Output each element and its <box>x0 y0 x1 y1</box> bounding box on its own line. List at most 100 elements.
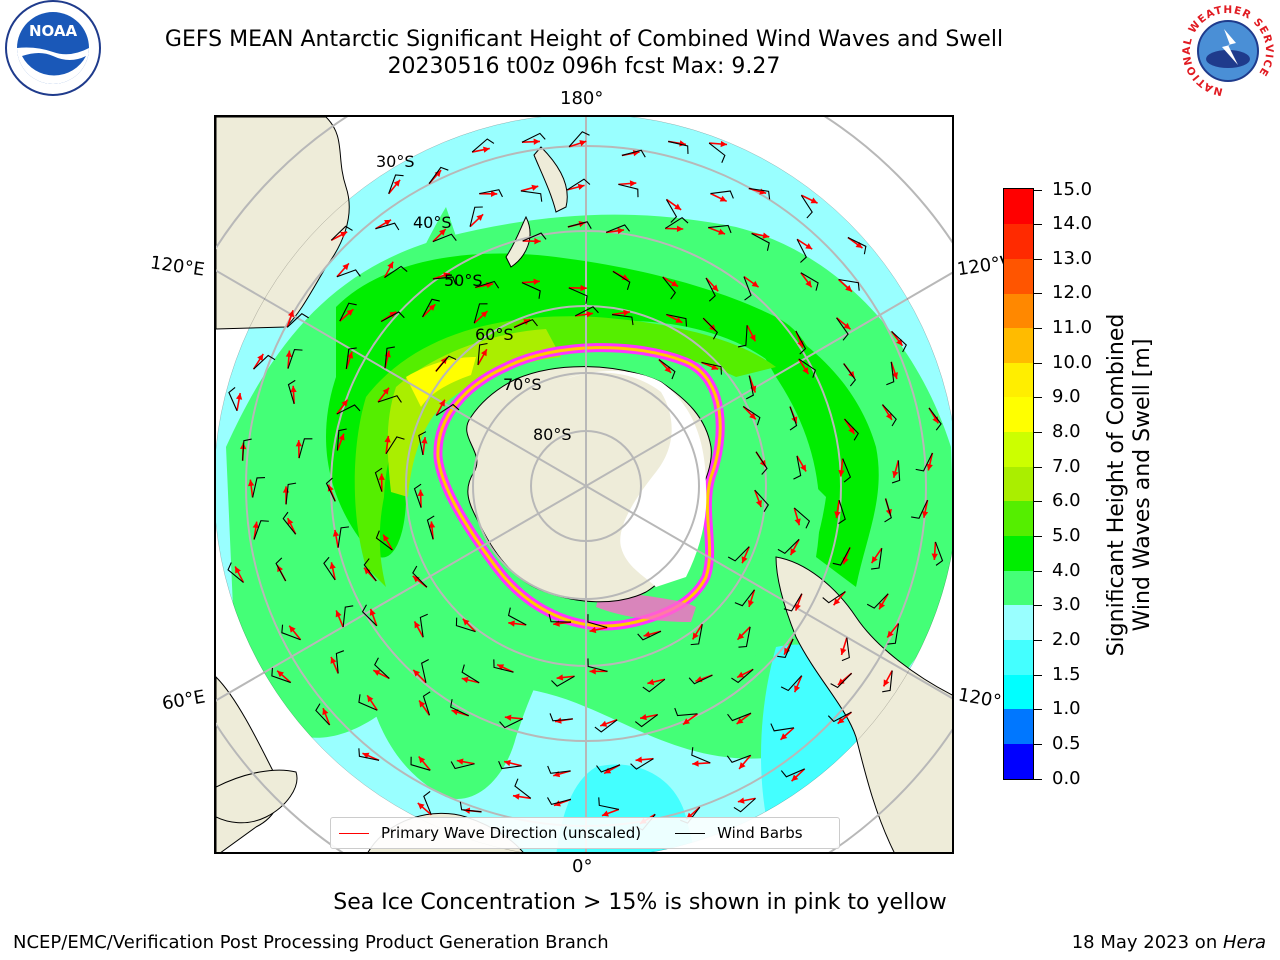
wave-direction-arrowhead <box>252 521 259 529</box>
wave-direction-arrowhead <box>737 797 745 804</box>
wave-direction-arrowhead <box>247 479 255 487</box>
wind-barb <box>731 668 754 684</box>
wave-direction-arrowhead <box>762 232 770 239</box>
wind-barb <box>871 548 883 570</box>
footer-date: 18 May 2023 on Hera <box>1072 932 1266 953</box>
wave-direction-arrowhead <box>692 632 699 640</box>
wind-barb <box>748 187 771 200</box>
wave-direction-arrowhead <box>711 284 719 292</box>
wind-barb <box>298 438 313 459</box>
wind-barb <box>461 664 480 684</box>
wave-direction-arrowhead <box>413 669 420 677</box>
wave-direction-arrowhead <box>838 469 845 477</box>
wave-direction-arrowhead <box>443 272 451 279</box>
wind-barb <box>795 330 807 355</box>
wind-barb <box>410 756 431 771</box>
wind-barb <box>471 138 495 153</box>
wind-barb <box>385 436 405 455</box>
colorbar-tick <box>1034 501 1042 503</box>
wind-barb <box>287 379 296 404</box>
wave-direction-arrowhead <box>794 603 801 611</box>
south-america-landmass <box>775 556 952 852</box>
lat-label-30s: 30°S <box>376 152 415 171</box>
wave-direction-arrowhead <box>749 334 756 342</box>
wind-barb <box>777 638 794 658</box>
wind-barb <box>520 190 543 202</box>
wave-direction-arrowhead <box>257 353 264 361</box>
wind-barb <box>479 189 503 198</box>
wave-direction-arrowhead <box>840 648 847 655</box>
wind-barb <box>548 613 572 623</box>
wave-direction-arrowhead <box>891 372 898 379</box>
wind-barb <box>339 302 357 322</box>
wave-direction-arrowhead <box>589 626 597 634</box>
wave-direction-arrowhead <box>926 463 933 471</box>
wind-barb <box>315 703 331 726</box>
colorbar-tick <box>1034 743 1042 745</box>
wind-barb <box>227 562 244 583</box>
wind-barb <box>358 748 380 761</box>
wave-direction-arrowhead <box>887 630 894 638</box>
wave-direction-arrowhead <box>369 608 376 616</box>
wind-barb <box>380 311 405 322</box>
wind-barb <box>674 707 698 717</box>
wind-barb <box>549 713 573 722</box>
colorbar-tick <box>1034 709 1042 711</box>
wave-direction-arrowhead <box>643 631 651 638</box>
wind-barb <box>242 438 252 461</box>
wind-barb <box>688 674 713 685</box>
wave-direction-arrowhead <box>883 679 890 687</box>
wind-barb <box>665 199 678 223</box>
colorbar-segment <box>1004 431 1033 467</box>
wind-barb <box>459 801 482 813</box>
wind-barb <box>281 624 301 641</box>
wind-barb <box>612 270 631 290</box>
wave-direction-arrowhead <box>790 548 797 556</box>
wave-direction-arrowhead <box>577 183 585 191</box>
wind-barb <box>567 221 592 229</box>
wind-barb <box>934 541 944 566</box>
wave-direction-arrowhead <box>332 529 340 537</box>
wave-direction-arrowhead <box>490 190 498 197</box>
wind-barb <box>727 712 752 722</box>
wave-direction-arrowhead <box>347 351 354 359</box>
wind-barb <box>928 407 942 431</box>
colorbar-segment <box>1004 223 1033 259</box>
colorbar-tick-label: 7.0 <box>1052 455 1081 477</box>
wave-direction-arrowhead <box>440 357 448 365</box>
wave-direction-arrowhead <box>439 399 445 407</box>
wave-direction-arrowhead <box>330 656 337 664</box>
wave-direction-arrowhead <box>346 309 354 316</box>
wind-barb <box>275 557 287 582</box>
wave-direction-arrowhead <box>805 280 812 288</box>
wave-direction-arrowhead <box>533 138 540 145</box>
wind-barb <box>568 131 590 148</box>
wind-barb <box>574 306 599 317</box>
noaa-logo-text: NOAA <box>29 22 78 40</box>
lat-label-80s: 80°S <box>533 425 572 444</box>
wave-direction-arrowhead <box>755 500 762 507</box>
wave-direction-arrowhead <box>784 647 790 655</box>
wind-barb <box>412 565 428 588</box>
wave-direction-arrowhead <box>600 720 608 727</box>
wind-barb <box>271 667 291 684</box>
wave-direction-arrowhead <box>879 602 886 610</box>
wave-direction-arrowhead <box>290 385 297 393</box>
colorbar-tick-label: 14.0 <box>1052 213 1093 235</box>
colorbar-tick <box>1034 397 1042 399</box>
wave-direction-arrowhead <box>848 427 855 435</box>
wind-barb <box>435 403 460 416</box>
lon-label-60w: 120°W <box>956 684 1004 713</box>
wind-barb <box>358 694 378 711</box>
wind-barb <box>742 405 761 426</box>
wave-direction-arrowhead <box>780 733 788 740</box>
wind-barb <box>330 225 353 241</box>
wind-barb <box>737 325 748 348</box>
wind-barb <box>793 507 811 529</box>
wave-direction-arrowhead <box>428 521 436 528</box>
wave-direction-arrowhead <box>235 566 241 574</box>
wave-direction-arrowhead <box>845 285 852 292</box>
wind-barb <box>702 317 719 340</box>
wave-direction-arrowhead <box>295 440 303 447</box>
wind-barb <box>727 546 750 562</box>
